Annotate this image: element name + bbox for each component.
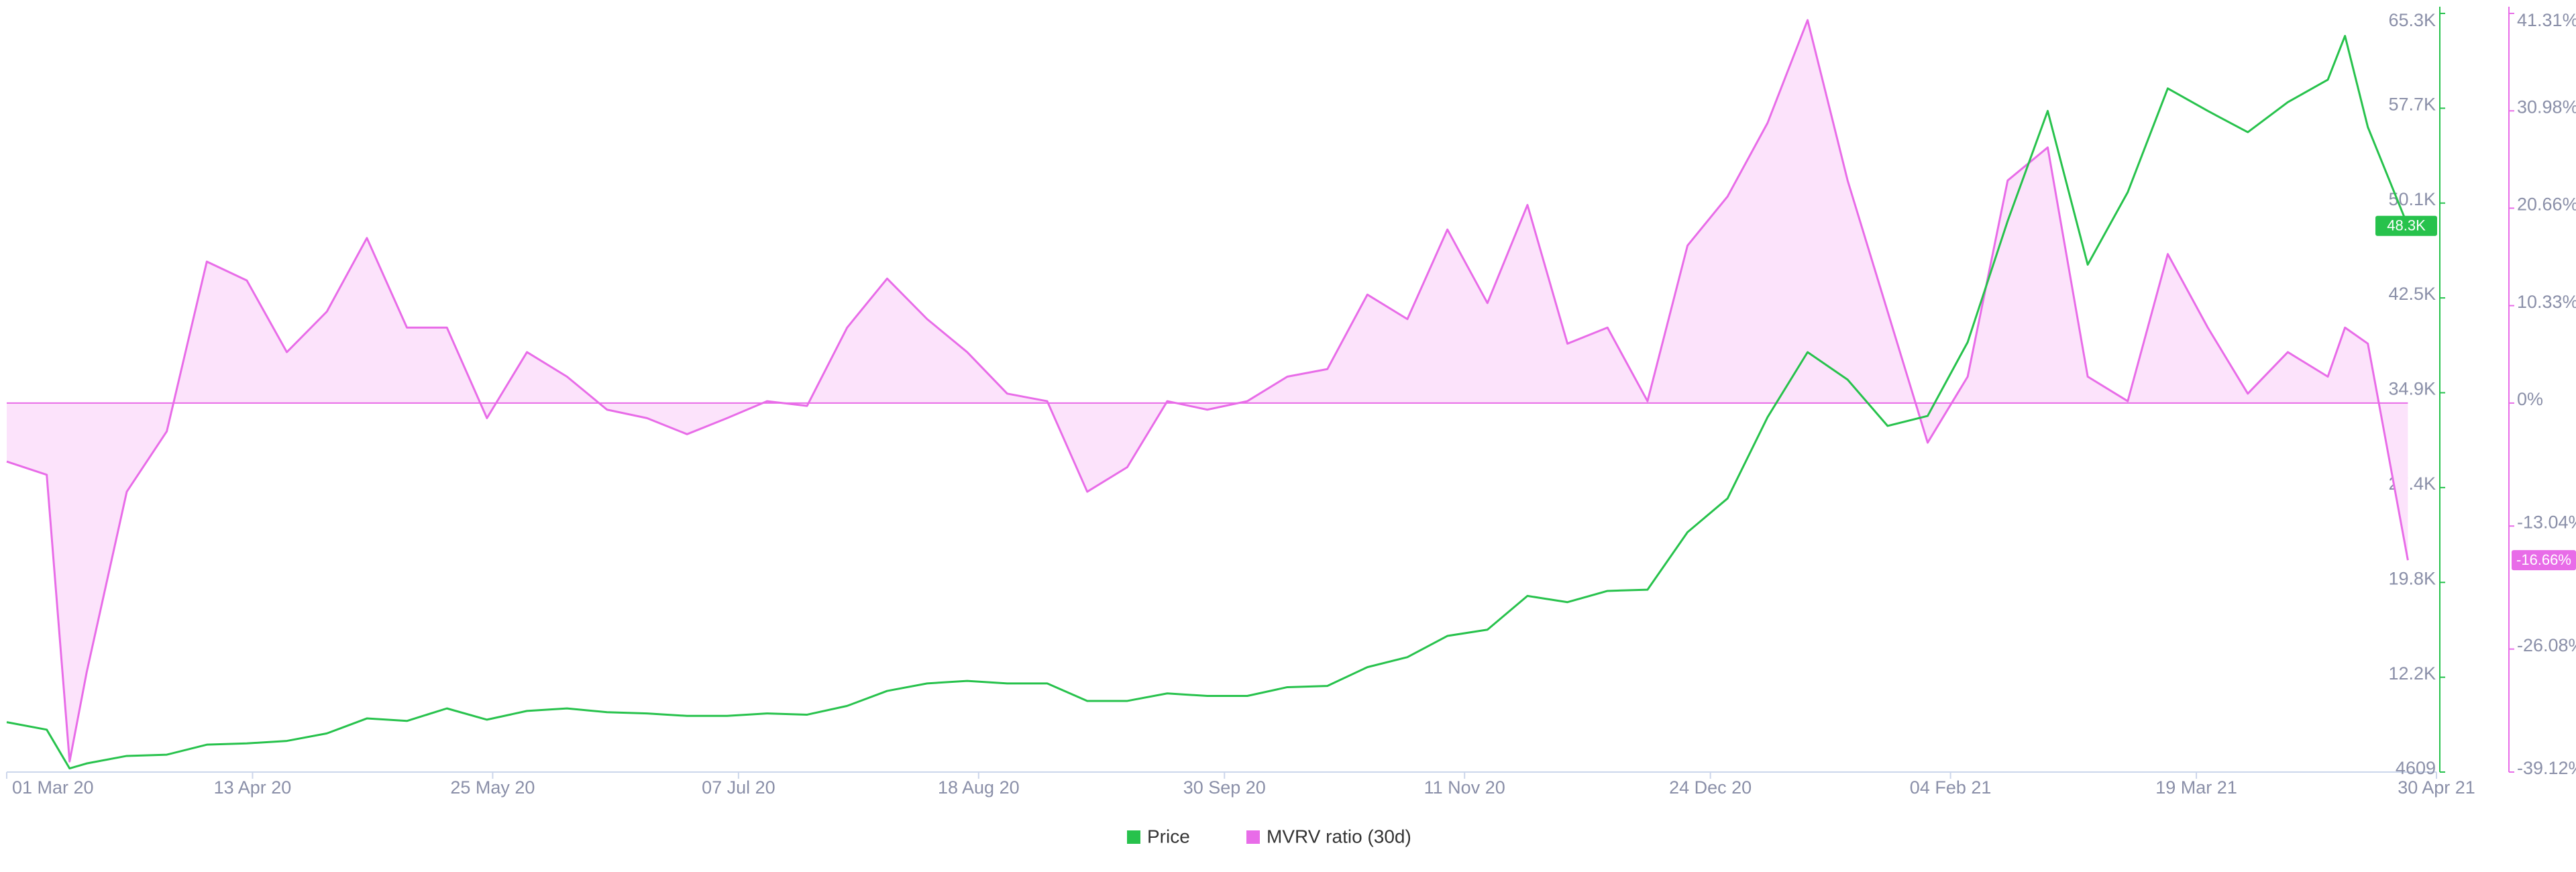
y2-tick-label: 0% — [2517, 389, 2543, 409]
y-tick-label: 42.5K — [2388, 284, 2436, 304]
mvrv-area — [7, 19, 2408, 762]
series-line — [6, 35, 2409, 770]
x-tick-label: 30 Apr 21 — [2398, 777, 2475, 798]
y-tick-label: 50.1K — [2388, 189, 2436, 209]
legend-label[interactable]: MVRV ratio (30d) — [1267, 826, 1411, 847]
last-value-label: 48.3K — [2387, 217, 2426, 234]
x-tick-label: 07 Jul 20 — [702, 777, 775, 798]
y-tick-label: 4609 — [2396, 758, 2436, 778]
y-tick-label: 19.8K — [2388, 568, 2436, 588]
legend-swatch — [1127, 830, 1140, 844]
y2-tick-label: 41.31% — [2517, 10, 2576, 30]
legend-label[interactable]: Price — [1147, 826, 1190, 847]
legend-swatch — [1246, 830, 1260, 844]
y-tick-label: 57.7K — [2388, 94, 2436, 114]
x-tick-label: 13 Apr 20 — [214, 777, 292, 798]
y2-tick-label: 20.66% — [2517, 195, 2576, 215]
x-tick-label: 04 Feb 21 — [1910, 777, 1992, 798]
last-value-badge — [2375, 215, 2437, 236]
y2-tick-label: -13.04% — [2517, 512, 2576, 532]
y2-tick-label: 30.98% — [2517, 97, 2576, 117]
x-tick-label: 18 Aug 20 — [938, 777, 1020, 798]
y2-tick-label: -26.08% — [2517, 635, 2576, 655]
x-tick-label: 01 Mar 20 — [12, 777, 94, 798]
y-tick-label: 65.3K — [2388, 10, 2436, 30]
last-value-label: -16.66% — [2516, 551, 2571, 568]
y-tick-label: 34.9K — [2388, 379, 2436, 399]
x-tick-label: 11 Nov 20 — [1424, 777, 1505, 798]
y-tick-label: 12.2K — [2388, 663, 2436, 684]
y2-tick-label: -39.12% — [2517, 758, 2576, 778]
x-tick-label: 19 Mar 21 — [2155, 777, 2237, 798]
series-line — [6, 19, 2409, 763]
x-tick-label: 30 Sep 20 — [1183, 777, 1266, 798]
x-tick-label: 25 May 20 — [450, 777, 535, 798]
x-tick-label: 24 Dec 20 — [1669, 777, 1752, 798]
y2-tick-label: 10.33% — [2517, 292, 2576, 312]
last-value-badge — [2512, 550, 2576, 571]
